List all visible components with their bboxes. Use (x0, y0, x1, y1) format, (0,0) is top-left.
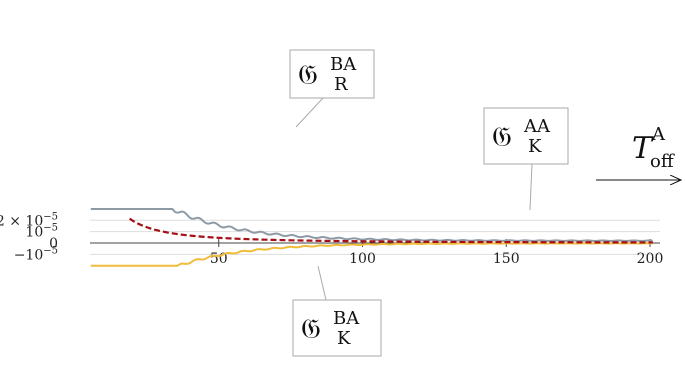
x-axis-label-main: T (632, 131, 654, 166)
series-label-sup: BA (333, 308, 360, 329)
series-group (90, 207, 653, 267)
series-label-main: 𝔊 (298, 58, 318, 91)
callout-leader (529, 163, 533, 211)
series-label-main: 𝔊 (492, 120, 512, 153)
callout-box (483, 107, 569, 165)
x-tick-label: 100 (349, 251, 376, 267)
series-line-GK_AA (129, 217, 653, 244)
callout-box (292, 299, 382, 357)
series-label-sub: R (334, 74, 348, 95)
callout-box (289, 49, 375, 99)
series-label-main: 𝔊 (301, 312, 321, 345)
x-tick-labels: 50 100 150 200 (210, 251, 664, 267)
callout-GK_AA: 𝔊 AAK (483, 107, 569, 211)
series-label-sub: K (528, 136, 542, 157)
series-line-GR_BA (90, 207, 653, 242)
callout-leader (295, 97, 324, 128)
x-tick-label: 150 (493, 251, 520, 267)
series-label-sup: BA (330, 54, 357, 75)
x-tick-label: 200 (637, 251, 664, 267)
series-line-GK_BA (90, 242, 653, 267)
y-tick-labels: 2 × 10−510−50−10−5 (0, 211, 58, 263)
series-label-sup: AA (523, 116, 551, 137)
y-tick-label: −10−5 (14, 245, 58, 263)
grid-lines (90, 219, 660, 255)
y-tick-label: 10−5 (25, 223, 58, 241)
callout-GK_BA: 𝔊 BAK (292, 265, 382, 357)
callout-leader (317, 265, 327, 301)
y-tick-label: 0 (49, 236, 58, 252)
series-label-sub: K (337, 328, 351, 349)
x-axis-label-sup: A (651, 124, 666, 145)
x-axis-label-sub: off (650, 151, 675, 172)
callout-GR_BA: 𝔊 BAR (289, 49, 375, 128)
y-tick-label: 2 × 10−5 (0, 211, 58, 229)
